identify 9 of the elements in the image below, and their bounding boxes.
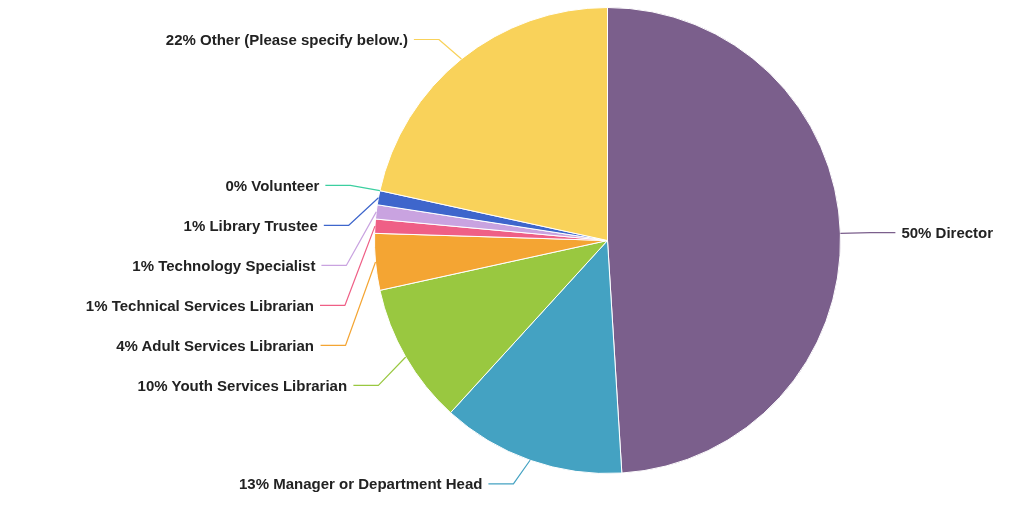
slice-label: 50% Director [901,224,994,242]
slice-label: 1% Library Trustee [183,216,318,234]
slice-label: 22% Other (Please specify below.) [165,31,408,48]
slice-label: 4% Adult Services Librarian [116,336,315,354]
legend-label: 0% Volunteer [225,176,320,194]
slice-label: 1% Technology Specialist [132,256,316,274]
slice-label: 10% Youth Services Librarian [137,376,348,394]
slice-label: 13% Manager or Department Head [239,475,483,493]
slice-label: 1% Technical Services Librarian [85,296,314,314]
